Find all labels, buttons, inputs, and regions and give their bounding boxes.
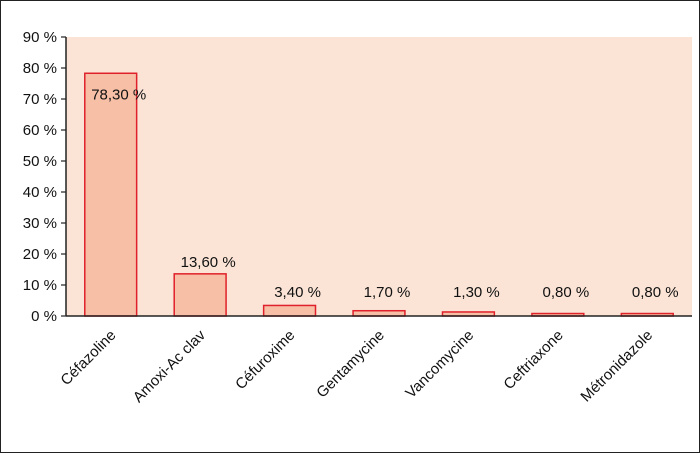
- y-tick-label: 50 %: [23, 153, 57, 170]
- y-tick-label: 90 %: [23, 29, 57, 46]
- data-label: 13,60 %: [181, 254, 236, 271]
- data-label: 1,70 %: [364, 284, 411, 301]
- category-label: Ceftriaxone: [500, 327, 566, 393]
- data-label: 0,80 %: [543, 284, 590, 301]
- y-tick-label: 0 %: [31, 308, 57, 325]
- category-label: Céfazoline: [57, 327, 119, 389]
- y-tick-label: 10 %: [23, 277, 57, 294]
- category-labels-group: Céfazoline Amoxi-Ac clav Céfuroxime Gentamy…: [57, 326, 656, 406]
- category-label: Métronidazole: [577, 327, 656, 406]
- category-label: Gentamycine: [313, 327, 388, 402]
- category-label: Vancomycine: [402, 327, 477, 402]
- bar: [352, 309, 406, 317]
- data-label: 1,30 %: [453, 284, 500, 301]
- data-label: 78,30 %: [91, 86, 146, 103]
- category-label: Céfuroxime: [232, 327, 298, 393]
- bar: [173, 273, 227, 317]
- bars-group: [84, 72, 674, 317]
- bar: [84, 72, 138, 317]
- y-tick-label: 60 %: [23, 122, 57, 139]
- category-label: Amoxi-Ac clav: [130, 326, 210, 406]
- bar: [262, 304, 317, 317]
- data-label: 0,80 %: [632, 284, 679, 301]
- plot-area: [66, 37, 692, 316]
- y-tick-label: 70 %: [23, 91, 57, 108]
- y-tick-label: 40 %: [23, 184, 57, 201]
- y-tick-label: 30 %: [23, 215, 57, 232]
- y-tick-label: 20 %: [23, 246, 57, 263]
- data-labels-group: 78,30 % 13,60 % 3,40 % 1,70 % 1,30 % 0,80 % 0,…: [91, 86, 678, 301]
- y-tick-label: 80 %: [23, 60, 57, 77]
- data-label: 3,40 %: [274, 284, 321, 301]
- y-ticks-group: 0 % 10 % 20 % 30 % 40 % 50 % 60 % 70 % 80 % 90 %: [23, 29, 66, 325]
